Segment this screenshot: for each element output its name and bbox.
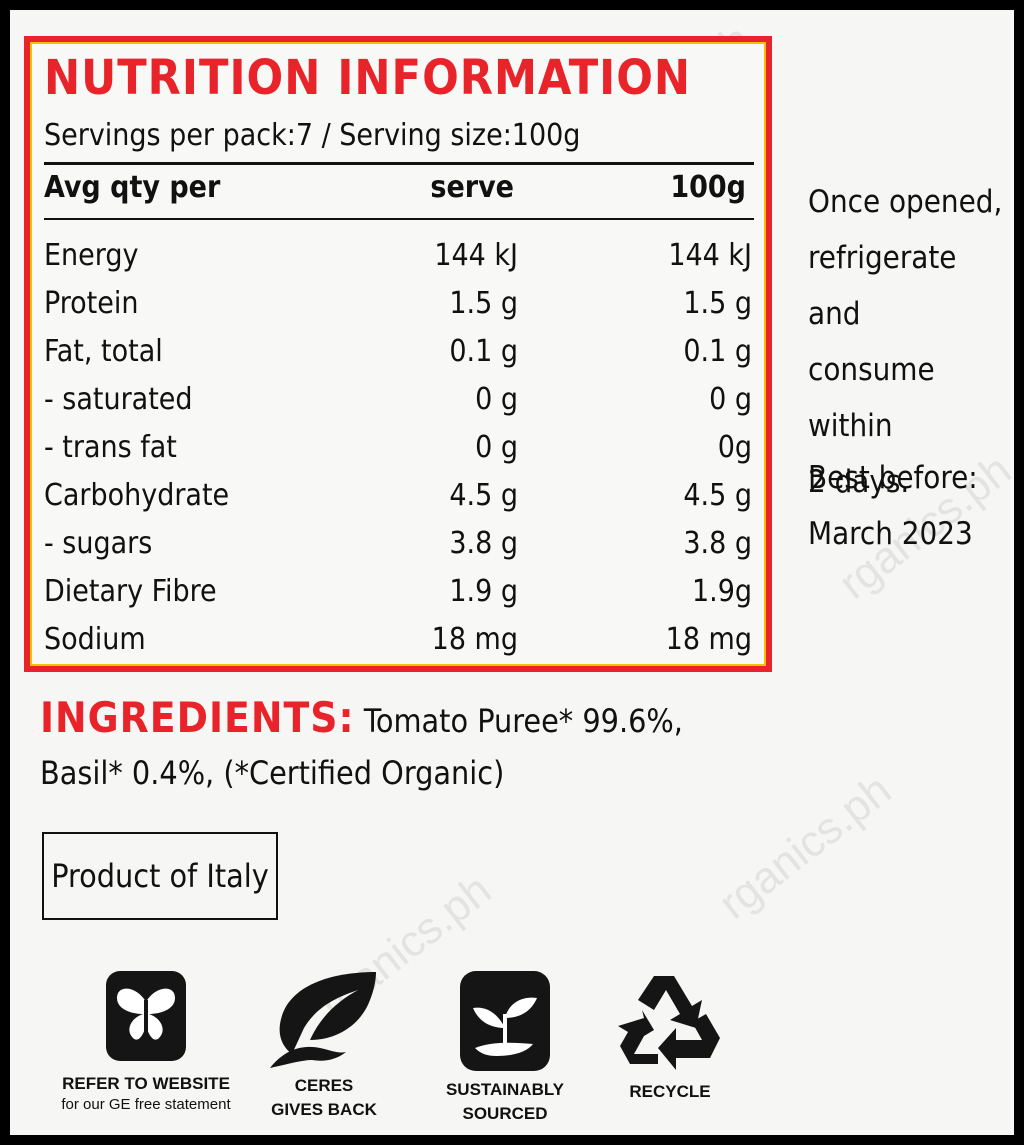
badge-caption: SUSTAINABLY xyxy=(445,1080,565,1099)
nutrition-row: Dietary Fibre 1.9 g 1.9g xyxy=(44,574,754,620)
badge-caption: RECYCLE xyxy=(629,1082,711,1101)
butterfly-icon xyxy=(103,968,189,1064)
badge-ge-free: REFER TO WEBSITE for our GE free stateme… xyxy=(46,968,246,1113)
origin-text: Product of Italy xyxy=(51,857,269,895)
nutrition-panel-inner-border xyxy=(30,42,766,666)
nutrient-100g-value: 3.8 g xyxy=(683,526,752,561)
label-page: rganics.ph rganics.ph rganics.ph rganics… xyxy=(10,10,1014,1135)
nutrient-label: - saturated xyxy=(44,382,193,417)
nutrient-100g-value: 4.5 g xyxy=(683,478,752,513)
nutrient-label: Carbohydrate xyxy=(44,478,230,513)
leaf-hand-icon xyxy=(264,968,384,1074)
badge-caption: SOURCED xyxy=(462,1104,548,1123)
nutrient-label: Protein xyxy=(44,286,139,321)
badge-caption: REFER TO WEBSITE xyxy=(62,1074,230,1093)
best-before-date: March 2023 xyxy=(808,516,973,552)
nutrient-label: Sodium xyxy=(44,622,146,657)
nutrition-row: Energy 144 kJ 144 kJ xyxy=(44,238,754,284)
nutrient-serve-value: 1.5 g xyxy=(449,286,518,321)
nutrient-serve-value: 0.1 g xyxy=(449,334,518,369)
nutrition-row: Fat, total 0.1 g 0.1 g xyxy=(44,334,754,380)
nutrient-100g-value: 0g xyxy=(717,430,752,465)
column-header-serve: serve xyxy=(430,170,514,205)
nutrition-row: - trans fat 0 g 0g xyxy=(44,430,754,476)
nutrition-row: Carbohydrate 4.5 g 4.5 g xyxy=(44,478,754,524)
nutrient-100g-value: 18 mg xyxy=(665,622,752,657)
origin-box: Product of Italy xyxy=(42,832,278,920)
nutrient-serve-value: 18 mg xyxy=(431,622,518,657)
nutrient-label: Fat, total xyxy=(44,334,163,369)
nutrient-serve-value: 4.5 g xyxy=(449,478,518,513)
storage-line: consume within xyxy=(808,352,935,444)
badge-caption: for our GE free statement xyxy=(61,1096,231,1113)
nutrient-100g-value: 1.5 g xyxy=(683,286,752,321)
nutrient-label: - trans fat xyxy=(44,430,177,465)
ingredients-text: Tomato Puree* 99.6%, xyxy=(363,702,683,740)
seedling-icon xyxy=(457,968,553,1074)
nutrient-serve-value: 0 g xyxy=(475,382,518,417)
nutrient-serve-value: 144 kJ xyxy=(434,238,518,273)
nutrition-title: NUTRITION INFORMATION xyxy=(44,50,692,106)
nutrient-100g-value: 0 g xyxy=(709,382,752,417)
nutrition-panel: NUTRITION INFORMATION Servings per pack:… xyxy=(24,36,772,672)
storage-line: 2 days. xyxy=(808,464,910,500)
nutrient-label: Energy xyxy=(44,238,139,273)
ingredients-title: INGREDIENTS: xyxy=(40,693,355,742)
ingredients: INGREDIENTS: Tomato Puree* 99.6%, Basil*… xyxy=(40,692,760,799)
nutrition-row: Protein 1.5 g 1.5 g xyxy=(44,286,754,332)
nutrition-row: - sugars 3.8 g 3.8 g xyxy=(44,526,754,572)
nutrient-label: Dietary Fibre xyxy=(44,574,217,609)
nutrition-row: - saturated 0 g 0 g xyxy=(44,382,754,428)
recycle-icon xyxy=(614,968,726,1074)
best-before: Best before: March 2023 xyxy=(808,450,1008,562)
badge-caption: CERES xyxy=(294,1076,354,1095)
storage-note: Once opened, refrigerate and consume wit… xyxy=(808,174,1008,510)
divider xyxy=(44,218,754,220)
ingredients-text: Basil* 0.4%, (*Certified Organic) xyxy=(40,754,505,792)
storage-line: refrigerate and xyxy=(808,240,957,332)
nutrient-serve-value: 1.9 g xyxy=(449,574,518,609)
nutrient-serve-value: 3.8 g xyxy=(449,526,518,561)
nutrient-100g-value: 1.9g xyxy=(691,574,752,609)
nutrient-label: - sugars xyxy=(44,526,153,561)
nutrient-100g-value: 144 kJ xyxy=(668,238,752,273)
nutrition-row: Sodium 18 mg 18 mg xyxy=(44,622,754,668)
badge-ceres-gives-back: CERES GIVES BACK xyxy=(254,968,394,1122)
column-header-100g: 100g xyxy=(670,170,746,205)
storage-line: Once opened, xyxy=(808,184,1003,220)
nutrient-100g-value: 0.1 g xyxy=(683,334,752,369)
badge-caption: GIVES BACK xyxy=(271,1100,377,1119)
badge-sustainably-sourced: SUSTAINABLY SOURCED xyxy=(430,968,580,1126)
divider xyxy=(44,162,754,165)
column-header-label: Avg qty per xyxy=(44,170,221,205)
serving-line: Servings per pack:7 / Serving size:100g xyxy=(44,118,581,153)
best-before-label: Best before: xyxy=(808,460,978,496)
nutrient-serve-value: 0 g xyxy=(475,430,518,465)
badge-recycle: RECYCLE xyxy=(610,968,730,1104)
